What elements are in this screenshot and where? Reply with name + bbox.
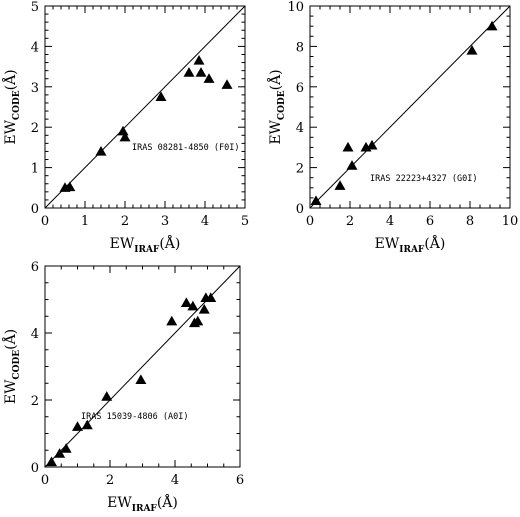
data-point — [117, 125, 129, 136]
data-point — [64, 181, 76, 192]
y-tick-label: 6 — [31, 260, 39, 275]
y-tick-label: 5 — [31, 0, 39, 15]
data-point — [221, 79, 233, 89]
y-tick-label: 3 — [31, 81, 39, 96]
y-tick-label: 2 — [31, 121, 39, 136]
x-tick-label: 4 — [386, 214, 394, 229]
panel-iras-15039: 0 2 4 6 0 2 4 6 EWIRAF(Å) EWCODE(Å) IRAS 15039-480… — [1, 260, 244, 514]
y-tick-label: 0 — [31, 202, 39, 217]
x-tick-label: 0 — [41, 214, 49, 229]
plot-frame — [44, 5, 246, 209]
x-tick-label: 6 — [426, 214, 434, 229]
x-tick-label: 2 — [106, 473, 114, 488]
x-tick-label: 5 — [241, 214, 249, 229]
data-point — [342, 141, 354, 152]
data-point — [205, 292, 217, 302]
data-point — [72, 421, 83, 431]
x-tick-label: 8 — [466, 214, 474, 229]
data-point — [60, 443, 72, 453]
y-tick-label: 6 — [296, 81, 304, 96]
star-annotation: IRAS 15039-4806 (A0I) — [81, 412, 188, 422]
x-tick-label: 1 — [81, 214, 89, 229]
reference-line — [44, 5, 246, 209]
data-point — [334, 180, 346, 190]
y-tick-label: 0 — [296, 202, 304, 217]
data-point — [198, 304, 210, 314]
data-point — [187, 300, 199, 311]
y-axis-label: EWCODE(Å) — [1, 69, 22, 144]
data-point — [310, 195, 322, 206]
data-point — [203, 73, 215, 83]
data-point — [466, 44, 478, 55]
y-tick-label: 4 — [31, 327, 39, 342]
panel-iras-08281: 0 1 2 3 4 5 0 1 2 3 4 5 EWIRAF(Å) EWCODE(Å) IRAS 08281… — [1, 0, 249, 255]
data-point — [183, 67, 195, 77]
data-point — [54, 448, 66, 458]
data-point — [81, 419, 93, 430]
data-point — [192, 315, 204, 326]
data-point — [193, 55, 205, 65]
data-point — [366, 139, 378, 150]
y-tick-label: 10 — [287, 0, 304, 15]
star-annotation: IRAS 22223+4327 (G0I) — [370, 174, 477, 184]
y-axis-label: EWCODE(Å) — [266, 69, 287, 144]
x-tick-label: 4 — [171, 473, 179, 488]
y-axis-label: EWCODE(Å) — [1, 329, 22, 404]
panel-iras-22223: 0 2 4 6 8 10 0 2 4 6 8 10 EWIRAF(Å) EWCODE(Å) IRAS 222… — [266, 0, 518, 255]
x-tick-label: 0 — [41, 473, 49, 488]
y-tick-label: 0 — [31, 461, 39, 476]
star-annotation: IRAS 08281-4850 (F0I) — [132, 143, 239, 153]
x-axis-label: EWIRAF(Å) — [107, 493, 178, 514]
x-tick-label: 0 — [306, 214, 314, 229]
x-tick-label: 4 — [201, 214, 209, 229]
data-point — [195, 67, 207, 77]
data-point — [180, 297, 192, 307]
data-point — [346, 160, 358, 170]
y-tick-label: 4 — [31, 40, 39, 55]
y-tick-label: 2 — [296, 162, 304, 177]
y-tick-label: 2 — [31, 394, 39, 409]
x-tick-label: 2 — [346, 214, 354, 229]
x-axis-label: EWIRAF(Å) — [375, 234, 446, 255]
y-tick-label: 8 — [296, 40, 304, 55]
data-point — [95, 145, 107, 156]
x-tick-label: 6 — [236, 473, 244, 488]
reference-line — [309, 5, 511, 209]
data-point — [101, 391, 113, 401]
x-axis-label: EWIRAF(Å) — [110, 234, 181, 255]
y-tick-label: 4 — [296, 121, 304, 136]
data-point — [46, 456, 57, 467]
data-point — [486, 20, 498, 31]
y-tick-label: 1 — [31, 162, 39, 177]
data-point — [166, 315, 178, 326]
data-point — [155, 91, 167, 102]
data-point — [119, 131, 131, 142]
x-tick-label: 2 — [121, 214, 129, 229]
data-point — [135, 374, 147, 385]
x-tick-label: 10 — [502, 214, 519, 229]
x-tick-label: 3 — [161, 214, 169, 229]
